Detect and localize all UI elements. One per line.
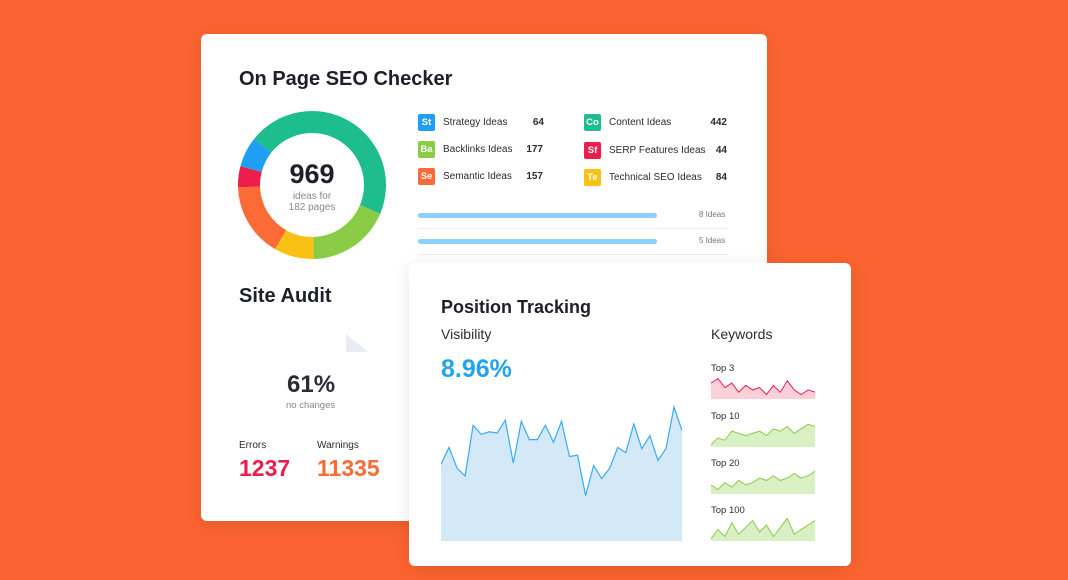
idea-count: 84	[715, 172, 727, 183]
audit-gauge-fragment-icon	[346, 334, 368, 352]
keyword-sparkline	[711, 377, 815, 399]
visibility-value: 8.96%	[441, 355, 512, 383]
site-audit-title: Site Audit	[239, 285, 332, 307]
idea-label: Technical SEO Ideas	[609, 171, 702, 183]
visibility-area	[441, 407, 682, 541]
position-tracking-card: Position Tracking Visibility 8.96% Keywo…	[409, 263, 851, 566]
ideas-donut-chart: 969 ideas for 182 pages	[238, 111, 386, 259]
position-tracking-title: Position Tracking	[441, 297, 592, 317]
serp-badge-icon: Sf	[584, 141, 601, 159]
idea-label: Semantic Ideas	[443, 170, 512, 182]
idea-count: 64	[532, 117, 544, 128]
donut-segment[interactable]	[313, 205, 381, 259]
idea-count: 177	[526, 144, 543, 155]
idea-count: 157	[526, 171, 543, 182]
idea-label: Strategy Ideas	[443, 116, 508, 128]
keyword-sparkline	[711, 470, 815, 494]
errors-label: Errors	[239, 440, 267, 451]
audit-percent: 61%	[287, 371, 336, 398]
seo-checker-title: On Page SEO Checker	[239, 68, 453, 90]
donut-segment[interactable]	[240, 139, 272, 172]
page-ideas-label: 8 Ideas	[699, 210, 726, 219]
donut-center: 969 ideas for 182 pages	[238, 111, 386, 259]
sparkline-area	[711, 378, 815, 399]
warnings-label: Warnings	[317, 440, 359, 451]
keyword-group-label: Top 20	[711, 458, 740, 469]
keyword-sparkline	[711, 423, 815, 447]
technical-badge-icon: Te	[584, 168, 601, 186]
idea-label: Backlinks Ideas	[443, 143, 513, 155]
semantic-badge-icon: Se	[418, 167, 435, 185]
donut-segment[interactable]	[275, 230, 314, 259]
visibility-line	[441, 404, 682, 496]
visibility-label: Visibility	[441, 326, 492, 342]
idea-label: Content Ideas	[609, 116, 672, 128]
idea-row-strategy[interactable]: St Strategy Ideas	[418, 113, 507, 131]
donut-subtitle-line1: ideas for	[292, 191, 332, 202]
sparkline-area	[711, 518, 815, 541]
donut-segment[interactable]	[254, 111, 386, 214]
keyword-sparkline	[711, 517, 815, 541]
donut-segment[interactable]	[238, 186, 287, 250]
errors-value[interactable]: 1237	[239, 455, 291, 481]
sparkline-area	[711, 471, 815, 494]
donut-subtitle: ideas for 182 pages	[238, 191, 386, 213]
keyword-group-label: Top 10	[711, 411, 740, 422]
page-ideas-bar[interactable]	[418, 239, 657, 244]
idea-row-technical[interactable]: Te Technical SEO Ideas	[584, 168, 702, 186]
row-divider	[418, 254, 728, 255]
idea-row-semantic[interactable]: Se Semantic Ideas	[418, 167, 512, 185]
backlinks-badge-icon: Ba	[418, 140, 435, 158]
content-badge-icon: Co	[584, 113, 601, 131]
idea-count: 442	[710, 117, 727, 128]
warnings-value[interactable]: 11335	[317, 455, 380, 481]
row-divider	[418, 228, 728, 229]
visibility-chart	[441, 404, 682, 541]
donut-total: 969	[289, 159, 335, 189]
page-ideas-label: 5 Ideas	[699, 236, 726, 245]
sparkline-line	[711, 517, 815, 540]
sparkline-area	[711, 424, 815, 447]
idea-row-backlinks[interactable]: Ba Backlinks Ideas	[418, 140, 512, 158]
sparkline-line	[711, 470, 815, 491]
audit-percent-sub: no changes	[286, 400, 336, 411]
donut-svg	[238, 111, 386, 259]
donut-segment[interactable]	[238, 166, 262, 188]
page-ideas-bar[interactable]	[418, 213, 657, 218]
donut-subtitle-line2: 182 pages	[288, 202, 336, 213]
keywords-label: Keywords	[711, 326, 773, 342]
idea-label: SERP Features Ideas	[609, 144, 706, 156]
idea-count: 44	[715, 145, 727, 156]
strategy-badge-icon: St	[418, 113, 435, 131]
sparkline-line	[711, 377, 815, 396]
keyword-group-label: Top 100	[711, 505, 745, 516]
idea-row-serp[interactable]: Sf SERP Features Ideas	[584, 141, 706, 159]
idea-row-content[interactable]: Co Content Ideas	[584, 113, 671, 131]
sparkline-line	[711, 423, 815, 446]
keyword-group-label: Top 3	[711, 363, 735, 374]
